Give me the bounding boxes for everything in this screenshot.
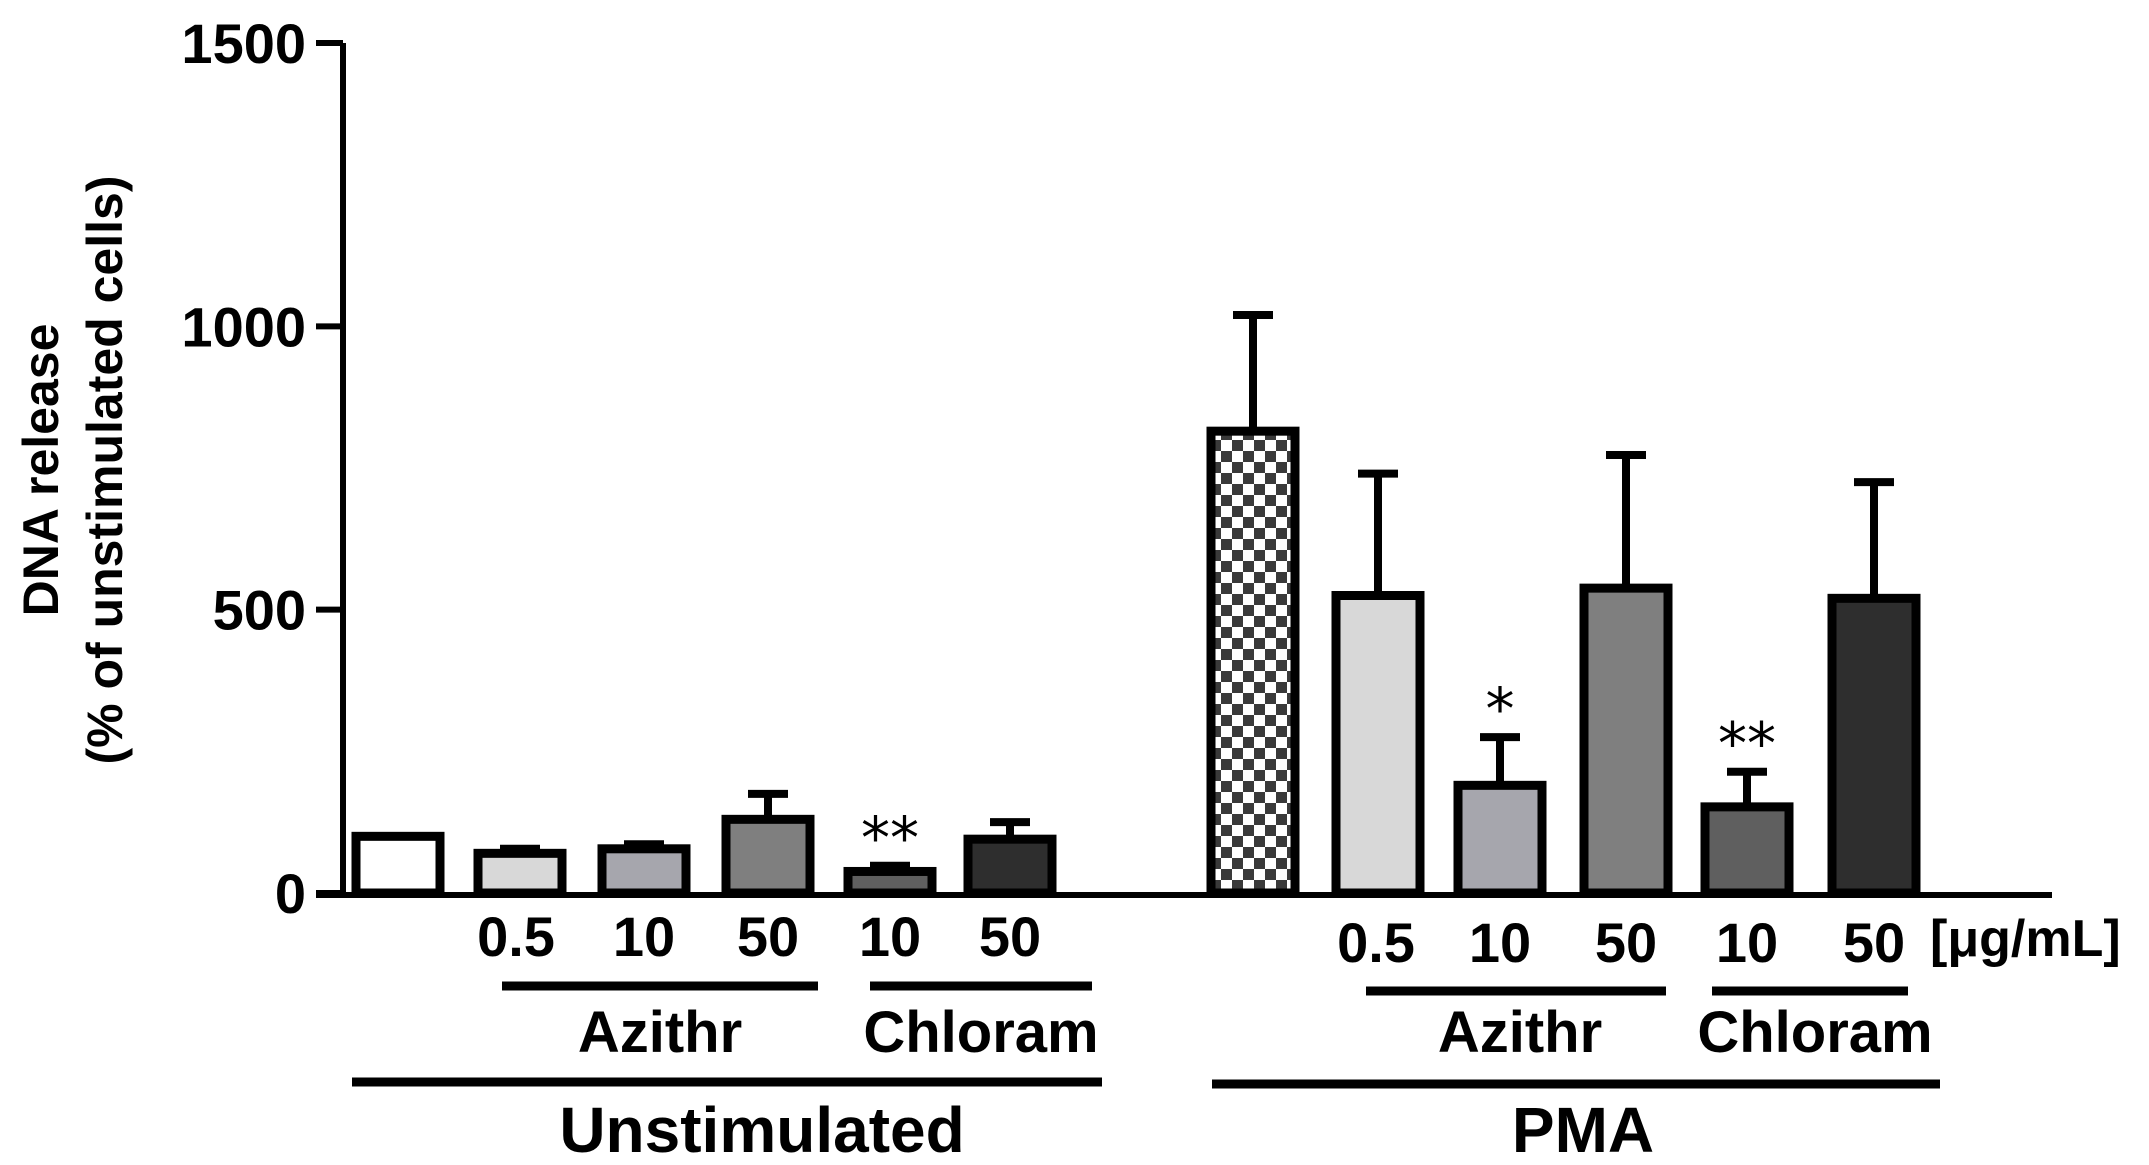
dose-label: 0.5	[477, 905, 555, 968]
bar-pma-10	[1700, 802, 1794, 898]
bar-pma-6	[1206, 426, 1300, 898]
significance-label: *	[1486, 675, 1515, 743]
dose-label: 10	[1716, 911, 1778, 974]
unit-label: [μg/mL]	[1930, 910, 2121, 968]
y-ticks: 0 500 1000 1500	[181, 12, 343, 925]
y-tick-label: 1500	[181, 12, 306, 75]
y-axis-title-line1: DNA release	[13, 324, 69, 617]
group-label-pma: PMA	[1512, 1094, 1654, 1165]
dose-label: 50	[1843, 911, 1905, 974]
y-tick-label: 500	[213, 579, 306, 642]
significance-label: **	[861, 804, 919, 872]
y-axis-title-line2: (% of unstimulated cells)	[77, 176, 133, 765]
dose-label: 50	[979, 905, 1041, 968]
drug-label-azithr-pma: Azithr	[1438, 1000, 1602, 1065]
bar-unstimulated-5	[963, 834, 1057, 898]
bar-pma-9	[1579, 583, 1673, 898]
bar-pma-8	[1453, 780, 1547, 898]
dose-label: 10	[1469, 911, 1531, 974]
bars	[351, 426, 1921, 898]
dose-label: 0.5	[1337, 911, 1415, 974]
dose-labels: 0.5 10 50 10 50 0.5 10 50 10 50	[477, 905, 1905, 974]
error-bars	[500, 311, 1894, 872]
bar-unstimulated-0	[351, 831, 445, 898]
drug-label-chloram-unstim: Chloram	[863, 1000, 1098, 1065]
significance-annotations: *****	[861, 675, 1776, 872]
drug-label-chloram-pma: Chloram	[1697, 1000, 1932, 1065]
bar-unstimulated-2	[597, 844, 691, 898]
bar-unstimulated-4	[843, 866, 937, 898]
bar-pma-11	[1827, 593, 1921, 898]
y-tick-label: 1000	[181, 295, 306, 358]
dose-label: 50	[1595, 911, 1657, 974]
dose-label: 50	[737, 905, 799, 968]
y-tick-label: 0	[275, 862, 306, 925]
significance-label: **	[1718, 710, 1776, 778]
dose-label: 10	[859, 905, 921, 968]
dose-label: 10	[613, 905, 675, 968]
bar-pma-7	[1331, 591, 1425, 898]
bar-unstimulated-1	[473, 848, 567, 898]
bar-unstimulated-3	[721, 814, 815, 898]
drug-label-azithr-unstim: Azithr	[578, 1000, 742, 1065]
group-label-unstimulated: Unstimulated	[559, 1094, 964, 1165]
